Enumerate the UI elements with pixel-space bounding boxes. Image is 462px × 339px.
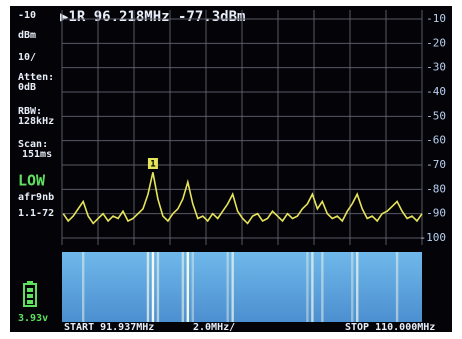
rbw-value: 128kHz	[18, 116, 54, 127]
frequency-step: 2.0MHz/	[193, 322, 235, 333]
marker-label: 1	[150, 160, 155, 170]
y-tick-label: -80	[426, 182, 446, 195]
waterfall-line	[226, 252, 228, 322]
y-tick-label: -90	[426, 207, 446, 220]
y-tick-label: -100	[420, 231, 447, 244]
waterfall	[62, 252, 422, 322]
device-screen: ▶1R 96.218MHz -77.3dBm -10 dBm 10/ Atten…	[0, 0, 462, 339]
y-tick-label: -10	[426, 12, 446, 25]
y-tick-label: -30	[426, 61, 446, 74]
waterfall-line	[306, 252, 308, 322]
y-tick-label: -70	[426, 158, 446, 171]
mode: LOW	[18, 172, 46, 190]
mode-range: 1.1-72	[18, 208, 54, 219]
waterfall-line	[396, 252, 398, 322]
y-tick-label: -20	[426, 36, 446, 49]
marker-readout: ▶1R 96.218MHz -77.3dBm	[60, 9, 245, 25]
waterfall-line	[321, 252, 323, 322]
mode-info: afr9nb	[18, 192, 54, 203]
y-tick-label: -40	[426, 85, 446, 98]
waterfall-line	[182, 252, 184, 322]
waterfall-line	[231, 252, 233, 322]
waterfall-line	[147, 252, 149, 322]
waterfall-line	[152, 252, 154, 322]
stop-frequency: STOP 110.000MHz	[345, 322, 435, 333]
atten-value: 0dB	[18, 82, 36, 93]
waterfall-line	[351, 252, 353, 322]
waterfall-line	[187, 252, 189, 322]
waterfall-line	[82, 252, 84, 322]
y-tick-label: -60	[426, 134, 446, 147]
battery-voltage: 3.93v	[18, 313, 48, 324]
y-tick-label: -50	[426, 109, 446, 122]
unit: dBm	[18, 30, 36, 41]
waterfall-line	[157, 252, 159, 322]
scan-value: 151ms	[22, 149, 52, 160]
scale: 10/	[18, 52, 36, 63]
start-frequency: START 91.937MHz	[64, 322, 154, 333]
waterfall-line	[192, 252, 194, 322]
waterfall-line	[311, 252, 313, 322]
ref-level: -10	[18, 10, 36, 21]
waterfall-line	[356, 252, 358, 322]
